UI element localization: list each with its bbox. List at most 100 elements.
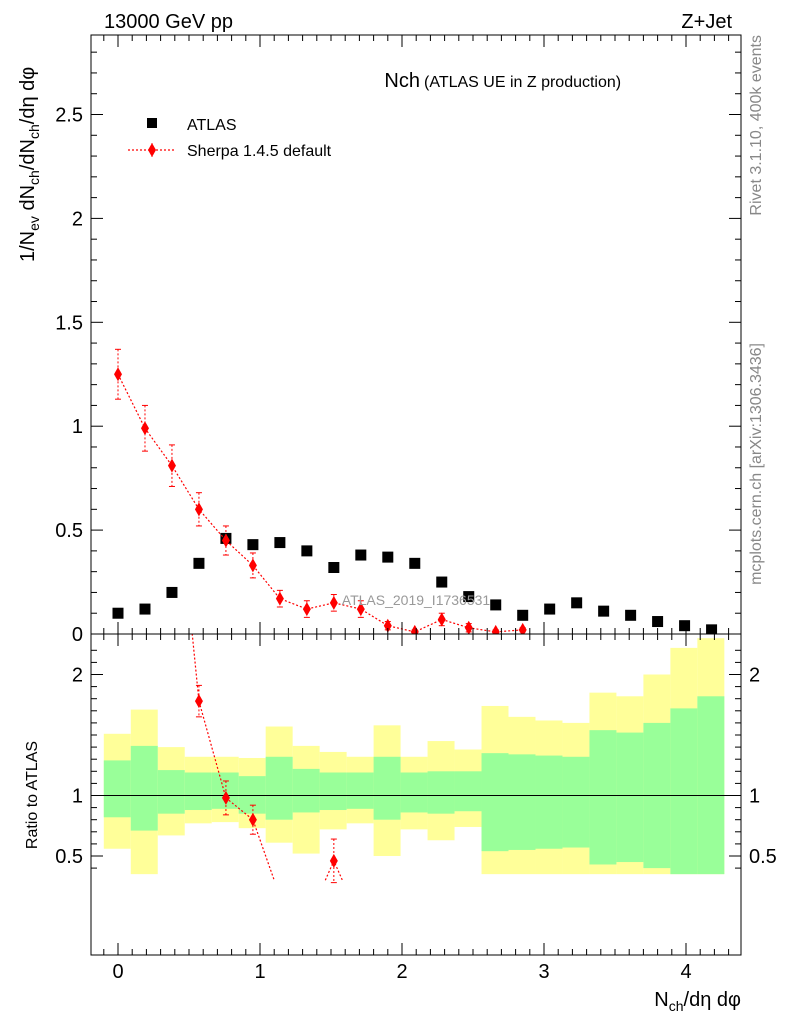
sherpa-point — [356, 602, 365, 617]
ratio-band-green — [670, 708, 698, 875]
atlas-point — [598, 605, 610, 617]
sherpa-point — [410, 624, 419, 634]
ratio-sherpa-point — [194, 694, 203, 709]
atlas-point — [625, 609, 637, 621]
main-plot-points — [112, 348, 718, 634]
ratio-band-green — [616, 732, 644, 863]
ratio-y-tick-label: 0.5 — [55, 846, 83, 868]
x-tick-label: 3 — [538, 961, 549, 983]
ratio-y-axis-label: Ratio to ATLAS — [24, 741, 41, 849]
atlas-point — [706, 624, 718, 634]
ratio-band-green — [427, 771, 455, 814]
sherpa-point — [437, 612, 446, 627]
ratio-band-green — [508, 754, 536, 850]
main-y-tick-label: 0 — [72, 624, 83, 646]
sherpa-point — [221, 533, 230, 548]
sherpa-point — [383, 618, 392, 633]
ratio-band-green — [103, 760, 131, 818]
ratio-band-green — [157, 770, 185, 814]
sherpa-point — [114, 367, 122, 382]
mcplots-label: mcplots.cern.ch [arXiv:1306.3436] — [748, 343, 765, 585]
header-left: 13000 GeV pp — [104, 11, 233, 33]
ratio-sherpa-point — [221, 790, 230, 805]
ratio-band-green — [265, 756, 293, 820]
ratio-y-tick-label: 1 — [72, 786, 83, 808]
sherpa-point — [275, 591, 284, 606]
ratio-band-green — [589, 730, 617, 865]
atlas-point — [517, 609, 529, 621]
rivet-label: Rivet 3.1.10, 400k events — [748, 35, 765, 216]
sherpa-point — [194, 502, 203, 517]
atlas-point — [409, 557, 421, 569]
atlas-point — [544, 603, 556, 615]
main-y-tick-label: 2.5 — [55, 105, 83, 127]
ratio-y-tick-label-right: 2 — [749, 665, 760, 687]
atlas-point — [247, 539, 259, 551]
axes: 0 0.5 1 1.5 2 2.5 0 1 2 3 4 0.5 0.5 1 1 2 2 — [55, 34, 777, 983]
atlas-point — [355, 549, 367, 561]
x-axis-label: Nch/dη dφ — [654, 989, 741, 1014]
atlas-point — [652, 616, 664, 628]
ratio-y-tick-label: 2 — [72, 665, 83, 687]
main-y-tick-label: 2 — [72, 208, 83, 230]
ratio-band-green — [454, 771, 482, 812]
ratio-band-green — [346, 772, 374, 809]
atlas-point — [571, 597, 583, 609]
ratio-y-tick-label-right: 1 — [749, 786, 760, 808]
legend-label-atlas: ATLAS — [187, 117, 237, 134]
ratio-band-green — [535, 755, 563, 849]
legend-marker-sherpa — [148, 143, 156, 157]
atlas-point — [382, 551, 394, 563]
sherpa-point — [329, 595, 338, 610]
atlas-point — [193, 557, 205, 569]
sherpa-point — [464, 620, 473, 634]
ratio-band-green — [238, 776, 266, 814]
atlas-point — [328, 562, 340, 574]
legend-marker-atlas — [147, 118, 157, 128]
ratio-band-green — [373, 756, 401, 820]
ratio-sherpa-point — [329, 853, 338, 868]
atlas-point — [166, 586, 178, 598]
ratio-band-green — [292, 768, 320, 813]
main-y-tick-label: 0.5 — [55, 520, 83, 542]
sherpa-line — [117, 373, 523, 633]
y-axis-label: 1/Nev dNch/dNch/dη dφ — [17, 67, 42, 262]
ratio-sherpa-point — [248, 812, 257, 827]
main-y-tick-label: 1 — [72, 416, 83, 438]
atlas-point — [463, 591, 475, 603]
x-tick-label: 4 — [680, 961, 691, 983]
atlas-point — [112, 607, 124, 619]
x-tick-label: 2 — [396, 961, 407, 983]
ratio-band-green — [130, 745, 158, 831]
ratio-band-green — [697, 696, 725, 875]
x-tick-label: 0 — [112, 961, 123, 983]
ratio-band-green — [481, 753, 509, 852]
ratio-band-green — [562, 756, 590, 848]
ratio-y-tick-label-right: 0.5 — [749, 846, 777, 868]
ratio-uncertainty-bands — [91, 638, 741, 875]
atlas-point — [139, 603, 151, 615]
x-tick-label: 1 — [254, 961, 265, 983]
sherpa-point — [167, 458, 176, 473]
legend-label-sherpa: Sherpa 1.4.5 default — [187, 143, 332, 160]
sherpa-point — [248, 558, 257, 573]
ratio-band-green — [184, 772, 212, 811]
sherpa-point — [140, 421, 149, 436]
atlas-point — [436, 576, 448, 588]
atlas-point — [301, 545, 313, 557]
ratio-plot-points — [191, 634, 343, 884]
chart-title: Nch — [384, 70, 420, 92]
ratio-band-green — [400, 772, 428, 813]
sherpa-point — [491, 624, 500, 634]
legend: ATLAS Sherpa 1.4.5 default — [128, 117, 332, 160]
sherpa-point — [302, 602, 311, 617]
analysis-label: ATLAS_2019_I1736531 — [342, 592, 491, 608]
main-y-tick-label: 1.5 — [55, 312, 83, 334]
chart-subtitle: (ATLAS UE in Z production) — [424, 74, 621, 91]
ratio-sherpa-line — [191, 634, 275, 881]
atlas-point — [490, 599, 502, 611]
header-right: Z+Jet — [681, 11, 732, 33]
ratio-band-green — [319, 772, 347, 811]
atlas-point — [679, 620, 691, 632]
